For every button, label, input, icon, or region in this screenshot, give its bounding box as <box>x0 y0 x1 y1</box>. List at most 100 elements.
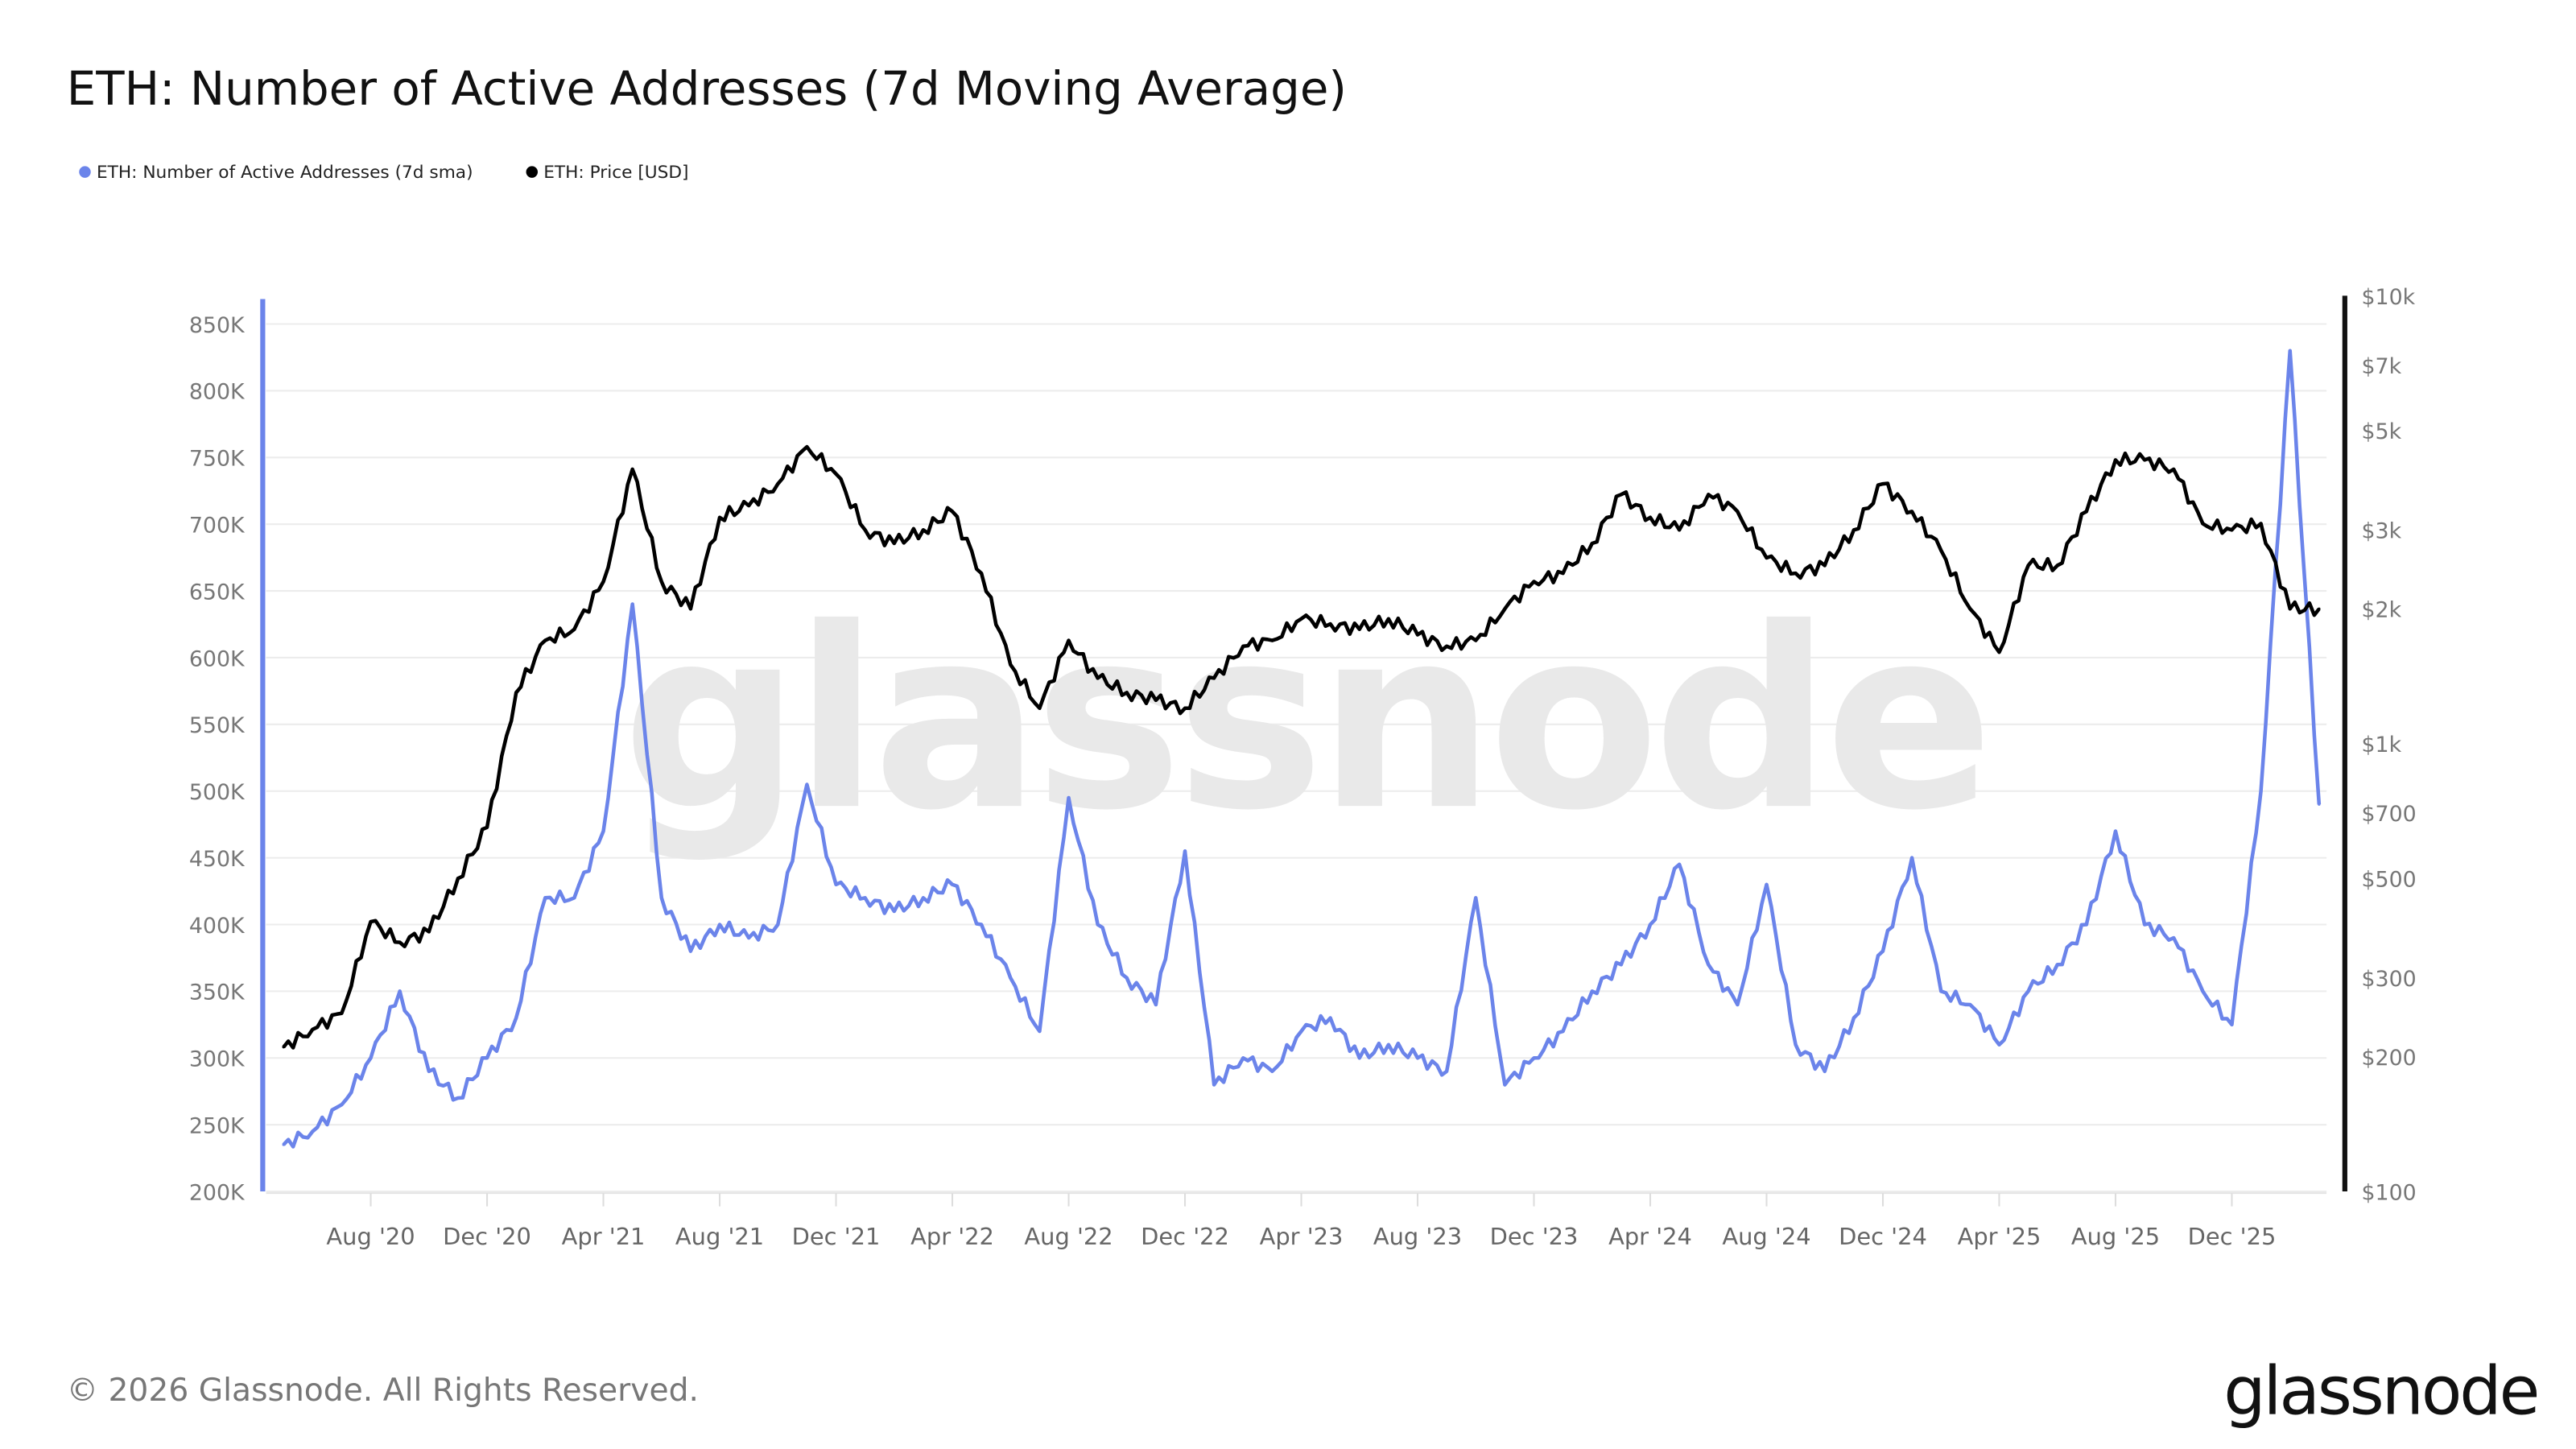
legend-label-price: ETH: Price [USD] <box>543 163 688 183</box>
price-point <box>1997 650 2001 654</box>
active-addresses-point <box>1794 1043 1798 1046</box>
price-point <box>456 877 460 880</box>
right-tick-label: $700 <box>2361 802 2416 827</box>
price-point <box>514 691 518 695</box>
price-point <box>864 528 867 531</box>
right-tick-label: $300 <box>2361 967 2416 992</box>
active-addresses-point <box>1416 1056 1419 1059</box>
price-point <box>1852 528 1856 531</box>
price-point <box>369 920 373 923</box>
active-addresses-point <box>282 1143 285 1146</box>
active-addresses-point <box>1038 1030 1042 1033</box>
right-tick-label: $100 <box>2361 1180 2416 1205</box>
x-tick-label: Aug '21 <box>675 1223 764 1250</box>
legend-item-price[interactable]: ETH: Price [USD] <box>526 163 689 183</box>
price-point <box>1707 493 1710 496</box>
legend-item-addresses[interactable]: ETH: Number of Active Addresses (7d sma) <box>79 163 473 183</box>
x-tick-label: Aug '25 <box>2071 1223 2160 1250</box>
active-addresses-point <box>1591 989 1594 993</box>
price-point <box>1561 572 1565 575</box>
right-tick-label: $5k <box>2361 419 2401 444</box>
price-point <box>1328 622 1332 625</box>
price-point <box>2289 607 2292 610</box>
left-y-axis-ticks: 200K 250K 300K 350K 400K 450K 500K 550K 600K 650K… <box>189 313 246 1206</box>
x-tick-label: Dec '24 <box>1839 1223 1927 1250</box>
price-point <box>2026 564 2030 568</box>
active-addresses-point <box>1736 1003 1740 1006</box>
active-addresses-point <box>718 923 721 927</box>
price-point <box>2172 468 2175 471</box>
legend: ETH: Number of Active Addresses (7d sma)… <box>79 163 688 183</box>
price-point <box>1736 510 1740 513</box>
active-addresses-point <box>1649 923 1652 927</box>
active-addresses-point <box>1387 1043 1390 1046</box>
left-tick-label: 750K <box>189 447 246 472</box>
series-price <box>282 444 2321 1050</box>
gridlines <box>266 323 2327 1193</box>
active-addresses-point <box>1328 1016 1332 1020</box>
price-point <box>1765 556 1769 559</box>
glassnode-logo[interactable]: glassnode <box>2223 1353 2540 1430</box>
price-point <box>980 572 983 575</box>
active-addresses-point <box>2289 349 2292 353</box>
active-addresses-point <box>1270 1070 1274 1073</box>
active-addresses-point <box>1096 923 1100 927</box>
legend-dot-addresses <box>79 166 91 178</box>
active-addresses-point <box>1009 976 1012 980</box>
left-tick-label: 600K <box>189 646 246 671</box>
active-addresses-point <box>514 1016 518 1020</box>
price-point <box>660 580 663 584</box>
price-point <box>311 1028 314 1031</box>
active-addresses-point <box>776 923 779 927</box>
left-tick-label: 250K <box>189 1113 246 1138</box>
active-addresses-point <box>1212 1083 1216 1087</box>
active-addresses-point <box>1910 856 1913 860</box>
active-addresses-point <box>2259 790 2263 793</box>
price-point <box>543 638 547 642</box>
price-point <box>1620 493 1623 496</box>
active-addresses-point <box>485 1056 489 1059</box>
price-point <box>572 628 576 631</box>
active-addresses-point <box>864 896 867 899</box>
price-point <box>485 826 489 829</box>
active-addresses-point <box>1939 989 1942 993</box>
price-point <box>1125 691 1129 695</box>
copyright: © 2026 Glassnode. All Rights Reserved. <box>67 1373 699 1409</box>
price-point <box>1823 564 1827 568</box>
active-addresses-point <box>311 1129 314 1133</box>
active-addresses-point <box>689 950 692 953</box>
x-tick-label: Aug '24 <box>1722 1223 1810 1250</box>
price-point <box>631 468 634 471</box>
price-point <box>1212 676 1216 680</box>
price-point <box>340 1012 344 1015</box>
price-point <box>922 528 925 531</box>
right-tick-label: $7k <box>2361 354 2401 379</box>
price-point <box>1678 528 1681 531</box>
x-tick-label: Apr '21 <box>562 1223 646 1250</box>
active-addresses-point <box>2230 1023 2234 1026</box>
price-point <box>1445 645 1448 648</box>
active-addresses-point <box>369 1056 373 1059</box>
price-point <box>1591 542 1594 545</box>
price-point <box>1387 617 1390 621</box>
left-tick-label: 700K <box>189 514 246 539</box>
active-addresses-point <box>1125 976 1129 980</box>
price-point <box>2114 458 2117 461</box>
price-point <box>427 930 431 934</box>
active-addresses-point <box>980 923 983 927</box>
right-tick-label: $200 <box>2361 1046 2416 1071</box>
active-addresses-point <box>1678 863 1681 866</box>
left-tick-label: 400K <box>189 914 246 939</box>
active-addresses-point <box>951 883 954 886</box>
price-point <box>1009 663 1012 667</box>
active-addresses-point <box>1474 896 1477 899</box>
x-tick-label: Dec '22 <box>1141 1223 1229 1250</box>
right-tick-label: $1k <box>2361 733 2401 758</box>
active-addresses-point <box>2056 963 2059 966</box>
right-tick-label: $500 <box>2361 868 2416 893</box>
x-tick-label: Dec '20 <box>443 1223 531 1250</box>
active-addresses-point <box>1997 1043 2001 1046</box>
active-addresses-point <box>2143 923 2146 927</box>
x-tick-label: Apr '25 <box>1958 1223 2041 1250</box>
price-point <box>398 940 402 944</box>
